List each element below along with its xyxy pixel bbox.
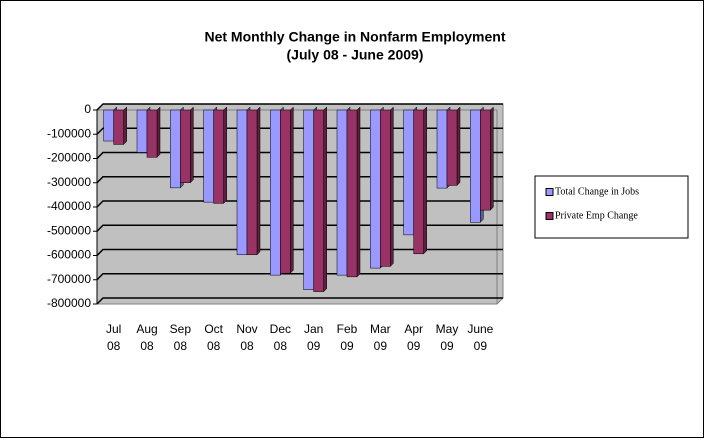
legend-swatch <box>545 188 554 196</box>
bar-face <box>246 109 258 256</box>
legend-swatch <box>545 212 554 220</box>
bar-face <box>346 109 358 278</box>
bar-face <box>170 109 181 189</box>
x-tick-label: May 09 <box>436 322 459 353</box>
grid-line <box>96 200 503 208</box>
grid-line <box>96 127 503 135</box>
bar-face <box>180 109 191 183</box>
x-tick-label: Sep 08 <box>170 322 192 353</box>
bar-face <box>480 109 491 211</box>
bar-face <box>323 106 327 293</box>
bar-face <box>446 109 458 186</box>
y-tick-label: -400000 <box>47 199 91 213</box>
bar-face <box>403 109 414 236</box>
bar-face <box>136 109 148 153</box>
bar-face <box>213 109 224 204</box>
bar-face <box>123 106 127 146</box>
bar-face <box>236 109 248 256</box>
chart-subtitle: (July 08 - June 2009) <box>287 47 424 63</box>
grid-line <box>96 151 503 160</box>
bar-face <box>223 106 227 204</box>
bar-face <box>290 106 294 274</box>
bar-face <box>456 106 461 187</box>
y-tick-label: -500000 <box>47 223 91 237</box>
grid-line <box>96 273 503 281</box>
bar-face <box>423 106 427 255</box>
x-tick-label: Aug 08 <box>136 322 157 353</box>
bar <box>480 106 494 211</box>
bar-face <box>203 109 214 203</box>
grid-line <box>96 103 503 111</box>
bar-face <box>370 109 381 269</box>
plot-area <box>96 109 498 305</box>
bar-face <box>490 106 494 211</box>
x-tick-label: Dec 08 <box>270 322 291 353</box>
bar <box>246 106 261 256</box>
x-tick-label: Apr 09 <box>404 322 423 353</box>
y-tick-label: -700000 <box>47 272 91 286</box>
x-tick-label: Nov 08 <box>236 322 257 353</box>
grid-line <box>96 224 503 232</box>
bar <box>380 106 394 268</box>
bar-face <box>436 109 448 189</box>
bar <box>313 106 327 293</box>
legend-label: Private Emp Change <box>555 210 638 221</box>
bar <box>446 106 461 187</box>
bar-face <box>103 109 114 142</box>
bar <box>413 106 427 255</box>
bar-face <box>390 106 394 268</box>
grid-line <box>96 297 503 305</box>
legend-label: Total Change in Jobs <box>555 186 639 197</box>
bar-face <box>270 109 281 276</box>
bar <box>113 106 127 146</box>
x-tick-label: Jan 09 <box>304 322 323 353</box>
y-tick-label: -100000 <box>47 126 91 140</box>
x-tick-label: June 09 <box>467 322 493 353</box>
y-tick-label: -300000 <box>47 175 91 189</box>
y-tick-label: -200000 <box>47 151 91 165</box>
bar-face <box>156 106 161 158</box>
bar-face <box>303 109 314 290</box>
chart-title: Net Monthly Change in Nonfarm Employment <box>204 29 505 45</box>
y-tick-label: -600000 <box>47 248 91 262</box>
bar-face <box>256 106 261 256</box>
bar <box>346 106 361 278</box>
bar <box>213 106 227 204</box>
x-tick-label: Mar 09 <box>370 322 391 353</box>
bar-face <box>313 109 324 292</box>
bar-face <box>146 109 158 158</box>
bar-face <box>113 109 124 145</box>
y-tick-label: -800000 <box>47 296 91 310</box>
bar-face <box>380 109 391 267</box>
x-tick-label: Feb 09 <box>337 322 358 353</box>
legend <box>534 175 689 239</box>
bar-face <box>356 106 361 278</box>
bar-face <box>280 109 291 274</box>
bar <box>180 106 194 184</box>
x-tick-label: Oct 08 <box>204 322 223 353</box>
bar-face <box>413 109 424 255</box>
bar <box>146 106 161 158</box>
grid-line <box>96 176 503 184</box>
bar <box>280 106 294 274</box>
y-tick-label: 0 <box>84 102 91 116</box>
x-tick-label: Jul 08 <box>106 322 121 353</box>
bar-face <box>190 106 194 184</box>
bar-face <box>336 109 348 276</box>
bar-face <box>470 109 481 223</box>
grid-line <box>96 248 503 257</box>
